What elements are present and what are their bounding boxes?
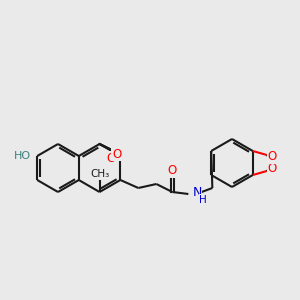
Text: O: O	[267, 151, 276, 164]
Text: O: O	[106, 152, 116, 164]
Text: CH₃: CH₃	[90, 169, 109, 179]
Text: H: H	[200, 195, 207, 205]
Text: O: O	[267, 163, 276, 176]
Text: O: O	[112, 148, 121, 160]
Text: O: O	[168, 164, 177, 178]
Text: HO: HO	[14, 151, 31, 161]
Text: N: N	[192, 187, 202, 200]
